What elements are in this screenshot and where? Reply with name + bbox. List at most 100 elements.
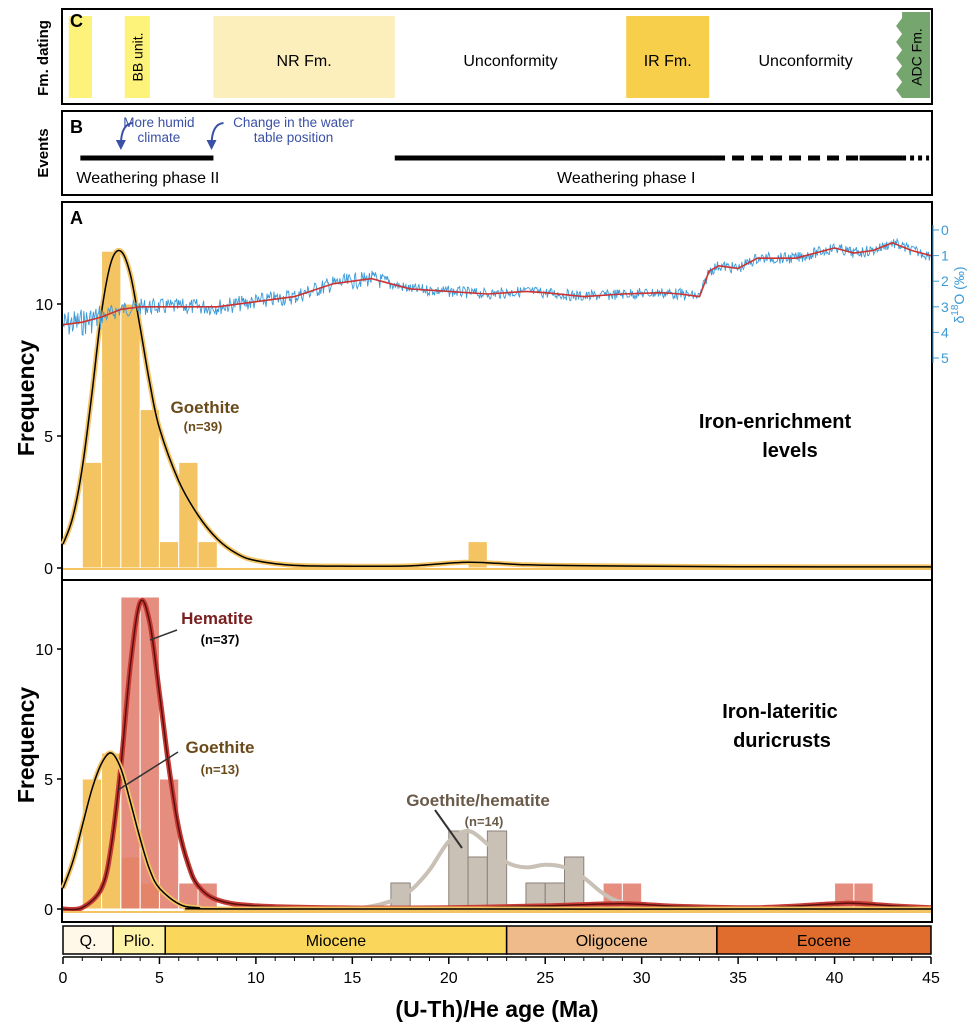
mixed-bar (564, 856, 585, 910)
mixed-kde-line (332, 828, 700, 911)
epoch-label: Eocene (797, 933, 851, 950)
formation-label: Unconformity (463, 53, 557, 70)
d18o-raw-line (62, 237, 931, 337)
panel-b: B Events Weathering phase II Weathering p… (35, 110, 933, 196)
epoch-bar: Q. Plio. Miocene Oligocene Eocene (62, 925, 932, 955)
panel-b-frame (61, 110, 933, 196)
goethite-bar (81, 461, 103, 569)
mixed-leader (434, 809, 463, 849)
panel-c-letter: C (70, 11, 83, 31)
y-tick-label: 5 (44, 429, 53, 446)
epoch-block (62, 925, 114, 955)
hematite-label: Hematite (181, 609, 253, 628)
goethite-kde-line (62, 752, 932, 910)
enrichment-title-1: Iron-enrichment (699, 411, 852, 433)
goethite-d-n-label: (n=13) (201, 762, 240, 777)
x-tick-label: 25 (536, 970, 554, 987)
x-tick-label: 35 (729, 970, 747, 987)
event-label: climate (137, 130, 180, 145)
weathering-phase-label: Weathering phase II (76, 170, 219, 187)
formation-label: BB unit. (129, 32, 145, 81)
d18o-smooth-line (62, 241, 932, 326)
panel-b-letter: B (70, 117, 83, 137)
formation-block (124, 16, 150, 98)
events: Weathering phase II Weathering phase I Mor… (76, 115, 930, 187)
goethite-bar (197, 541, 218, 569)
event-arrowhead (115, 140, 126, 150)
formation-block-adc (896, 12, 930, 98)
duricrust-ylabel: Frequency (13, 687, 39, 804)
x-tick-label: 40 (826, 970, 844, 987)
goethite-bar (139, 409, 160, 569)
event-label: table position (254, 130, 334, 145)
y-tick-label: 10 (35, 297, 53, 314)
duricrust-plot: 0 5 10 (35, 596, 932, 919)
panel-a-ylabel: Frequency (13, 340, 39, 457)
panel-b-ylabel: Events (35, 128, 52, 177)
epoch-label: Plio. (124, 933, 155, 950)
d18o-tick-label: 4 (941, 324, 949, 340)
mixed-label: Goethite/hematite (406, 791, 550, 810)
goethite-leader (117, 751, 179, 791)
x-tick-label: 0 (59, 970, 68, 987)
enrichment-title-2: levels (762, 440, 818, 462)
panel-c-ylabel: Fm. dating (35, 20, 52, 96)
panel-c-frame (61, 8, 933, 105)
goethite-bar (158, 541, 180, 569)
event-arrowhead (206, 140, 217, 150)
weathering-phase-label: Weathering phase I (557, 170, 695, 187)
panel-a: A 0 5 10 0 1 2 3 4 5 Frequency Goethite (n=39) I… (13, 201, 967, 581)
x-tick-label: 20 (440, 970, 458, 987)
epoch-block (716, 925, 932, 955)
y-tick-label: 10 (35, 642, 53, 659)
duricrust-title-2: duricrusts (733, 730, 831, 752)
duricrust-title-1: Iron-lateritic (722, 701, 838, 723)
enrichment-plot: 0 5 10 0 1 2 3 4 5 (35, 222, 949, 578)
goethite-n-label: (n=39) (184, 419, 223, 434)
x-axis: 0 5 10 15 20 25 30 35 40 45 (59, 956, 940, 987)
d18o-tick-label: 1 (941, 248, 949, 264)
formation-label: Unconformity (758, 53, 852, 70)
event-label: Change in the water (233, 115, 354, 130)
d18o-tick-label: 0 (941, 222, 949, 238)
panel-a-letter: A (70, 208, 83, 228)
formation-label: NR Fm. (277, 53, 332, 70)
d18o-axis-label: δ18O (‰) (950, 266, 967, 323)
epoch-label: Q. (80, 933, 97, 950)
x-tick-label: 30 (633, 970, 651, 987)
formation-block (213, 16, 395, 98)
epoch-block (112, 925, 166, 955)
formation-label: ADC Fm. (909, 28, 925, 86)
mixed-bar (467, 856, 488, 910)
y-tick-label: 5 (44, 772, 53, 789)
goethite-bar (120, 303, 141, 569)
event-label: More humid (123, 115, 194, 130)
x-tick-label: 10 (247, 970, 265, 987)
panel-duricrusts-frame (61, 579, 933, 923)
x-tick-label: 45 (922, 970, 940, 987)
formation-label: IR Fm. (644, 53, 692, 70)
d18o-tick-label: 3 (941, 299, 949, 315)
panel-c: BB unit. NR Fm. Unconformity IR Fm. Unconfor… (35, 8, 933, 105)
hematite-bar (139, 596, 160, 910)
mixed-bar (486, 830, 508, 910)
d18o-tick-label: 2 (941, 273, 949, 289)
x-tick-label: 15 (343, 970, 361, 987)
hematite-leader (149, 629, 178, 641)
mixed-n-label: (n=14) (465, 814, 504, 829)
formation-units: BB unit. NR Fm. Unconformity IR Fm. Unconfor… (68, 12, 930, 98)
hematite-n-label: (n=37) (201, 632, 240, 647)
formation-block (68, 16, 92, 98)
epoch-label: Oligocene (576, 933, 648, 950)
formation-block (626, 16, 710, 98)
y-tick-label: 0 (44, 902, 53, 919)
goethite-d-label: Goethite (186, 738, 255, 757)
x-tick-label: 5 (155, 970, 164, 987)
y-tick-label: 0 (44, 561, 53, 578)
d18o-tick-label: 5 (941, 350, 949, 366)
goethite-label: Goethite (171, 398, 240, 417)
x-axis-label: (U-Th)/He age (Ma) (395, 996, 598, 1022)
epoch-label: Miocene (306, 933, 367, 950)
